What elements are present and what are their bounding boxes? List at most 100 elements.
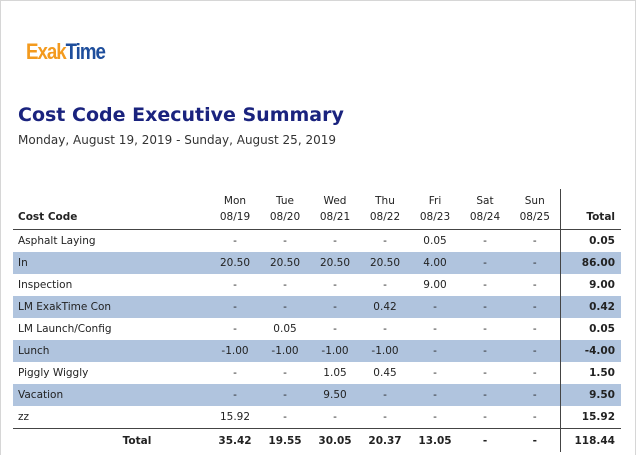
hours-cell: - — [510, 384, 560, 406]
footer-day-total: 30.05 — [310, 428, 360, 452]
hours-cell: 9.50 — [310, 384, 360, 406]
cost-code-cell: LM ExakTime Con — [13, 296, 210, 318]
hours-cell: 0.05 — [423, 235, 447, 247]
cost-code-cell: Piggly Wiggly — [18, 367, 89, 379]
table-footer-row: Total 35.42 19.55 30.05 20.37 13.05 - - … — [13, 428, 621, 452]
day-date: 08/21 — [319, 211, 351, 223]
day-name: Fri — [428, 195, 442, 207]
day-header-sun: Sun 08/25 — [510, 189, 560, 230]
hours-cell: - — [532, 411, 537, 423]
exaktime-logo: ExakTime — [26, 39, 106, 64]
hours-cell: 20.50 — [360, 252, 410, 274]
report-title: Cost Code Executive Summary — [18, 104, 344, 126]
hours-cell: - — [310, 296, 360, 318]
day-date: 08/24 — [469, 211, 501, 223]
hours-cell: - — [532, 323, 537, 335]
day-name: Wed — [323, 195, 347, 207]
day-date: 08/19 — [219, 211, 251, 223]
hours-cell: - — [233, 323, 237, 335]
hours-cell: - — [333, 235, 337, 247]
footer-day-total: - — [510, 428, 560, 452]
hours-cell: - — [510, 252, 560, 274]
table-row: Piggly Wiggly - - 1.05 0.45 - - - 1.50 — [13, 362, 621, 384]
cost-code-cell: In — [13, 252, 210, 274]
table-row: Asphalt Laying - - - - 0.05 - - 0.05 — [13, 229, 621, 252]
table-row: Lunch -1.00 -1.00 -1.00 -1.00- - - -4.00 — [13, 340, 621, 362]
hours-cell: - — [483, 323, 487, 335]
day-header-tue: Tue 08/20 — [260, 189, 310, 230]
hours-cell: - — [283, 235, 287, 247]
hours-cell: - — [210, 384, 260, 406]
hours-cell: - — [532, 279, 537, 291]
hours-cell: - — [532, 367, 537, 379]
day-date: 08/22 — [369, 211, 401, 223]
hours-cell: - — [433, 367, 437, 379]
hours-cell: -1.00 — [360, 340, 410, 362]
hours-cell: 20.50 — [260, 252, 310, 274]
row-total-cell: 0.05 — [559, 318, 621, 340]
row-total-cell: 15.92 — [559, 406, 621, 429]
day-header-wed: Wed 08/21 — [310, 189, 360, 230]
hours-cell: -1.00 — [210, 340, 260, 362]
day-header-thu: Thu 08/22 — [360, 189, 410, 230]
hours-cell: - — [510, 340, 560, 362]
hours-cell: -1.00 — [310, 340, 360, 362]
day-date: 08/23 — [419, 211, 451, 223]
hours-cell: - — [460, 296, 510, 318]
cost-code-cell: LM Launch/Config — [18, 323, 112, 335]
hours-cell: - — [360, 384, 410, 406]
cost-code-cell: Inspection — [18, 279, 73, 291]
hours-cell: - — [460, 340, 510, 362]
row-total-cell: 9.50 — [559, 384, 621, 406]
hours-cell: - — [333, 323, 337, 335]
day-name: Sat — [476, 195, 494, 207]
hours-cell: 20.50 — [210, 252, 260, 274]
hours-cell: - — [433, 411, 437, 423]
cost-code-cell: Vacation — [13, 384, 210, 406]
hours-cell: - — [460, 384, 510, 406]
hours-cell: 0.05 — [273, 323, 297, 335]
hours-cell: 9.00 — [423, 279, 447, 291]
hours-cell: - — [410, 384, 460, 406]
table-row: LM ExakTime Con - - -0.42- - -0.42 — [13, 296, 621, 318]
cost-code-cell: zz — [18, 411, 30, 423]
hours-cell: 20.50 — [310, 252, 360, 274]
hours-cell: - — [433, 323, 437, 335]
hours-cell: - — [333, 279, 337, 291]
day-name: Mon — [223, 195, 247, 207]
hours-cell: - — [283, 411, 287, 423]
cost-code-summary-table: Cost Code Mon 08/19 Tue 08/20 Wed 08/21 Thu… — [13, 189, 621, 452]
table-row: Vacation - -9.50- - - -9.50 — [13, 384, 621, 406]
day-header-mon: Mon 08/19 — [210, 189, 260, 230]
hours-cell: - — [410, 340, 460, 362]
cost-code-cell: Asphalt Laying — [18, 235, 96, 247]
hours-cell: - — [233, 279, 237, 291]
day-header-sat: Sat 08/24 — [460, 189, 510, 230]
table-row: LM Launch/Config - 0.05 - - - - - 0.05 — [13, 318, 621, 340]
cost-code-cell: Lunch — [13, 340, 210, 362]
day-name: Sun — [524, 195, 545, 207]
hours-cell: 15.92 — [219, 411, 251, 423]
hours-cell: - — [410, 296, 460, 318]
hours-cell: - — [283, 279, 287, 291]
hours-cell: - — [383, 411, 387, 423]
footer-day-total: 20.37 — [360, 428, 410, 452]
logo-part-time: Time — [65, 39, 106, 64]
row-total-cell: -4.00 — [559, 340, 621, 362]
table-header-row: Cost Code Mon 08/19 Tue 08/20 Wed 08/21 Thu… — [13, 189, 621, 230]
table-row: In 20.50 20.50 20.50 20.50 4.00- -86.00 — [13, 252, 621, 274]
row-total-cell: 9.00 — [559, 274, 621, 296]
day-name: Tue — [276, 195, 294, 207]
hours-cell: - — [260, 384, 310, 406]
hours-cell: - — [483, 411, 487, 423]
hours-cell: - — [483, 235, 487, 247]
table-body: Asphalt Laying - - - -0.05- -0.05 In 20.50 20.50… — [13, 229, 621, 429]
row-total-cell: 1.50 — [559, 362, 621, 384]
footer-grand-total: 118.44 — [559, 428, 621, 452]
row-total-cell: 86.00 — [559, 252, 621, 274]
footer-day-total: 35.42 — [210, 428, 260, 452]
hours-cell: - — [333, 411, 337, 423]
day-header-fri: Fri 08/23 — [410, 189, 460, 230]
row-total-cell: 0.42 — [559, 296, 621, 318]
hours-cell: 4.00 — [410, 252, 460, 274]
